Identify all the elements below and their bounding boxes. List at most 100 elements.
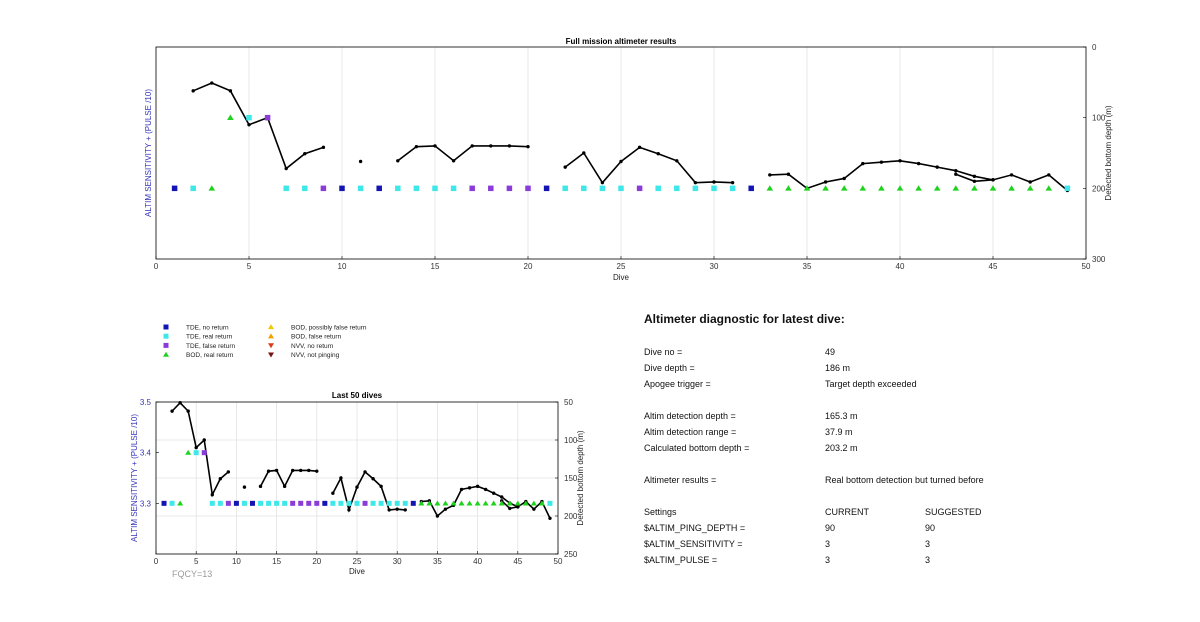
depth-line bbox=[564, 146, 733, 185]
dive-marker-bod-real-return bbox=[822, 185, 829, 191]
dive-marker-tde-real-return bbox=[190, 185, 196, 192]
x-tick-label: 35 bbox=[433, 557, 442, 566]
depth-point bbox=[290, 468, 295, 473]
y-left-tick-label: 3.3 bbox=[140, 499, 152, 508]
dive-marker-tde-real-return bbox=[217, 500, 223, 506]
bottom-chart-ylabel-right: Detected bottom depth (m) bbox=[576, 430, 585, 525]
depth-point bbox=[379, 484, 383, 489]
ping-depth-suggested: 90 bbox=[925, 523, 936, 533]
dive-marker-tde-no-return bbox=[322, 500, 328, 506]
depth-point bbox=[202, 438, 206, 442]
dive-marker-tde-false-return bbox=[290, 500, 296, 506]
dive-marker-tde-real-return bbox=[1064, 185, 1071, 192]
depth-point bbox=[414, 144, 419, 149]
dive-marker-bod-real-return bbox=[859, 185, 867, 191]
dive-marker-tde-real-return bbox=[302, 185, 308, 192]
x-tick-label: 40 bbox=[896, 262, 905, 271]
calc-depth-value: 203.2 m bbox=[825, 443, 858, 453]
dive-marker-tde-no-return bbox=[171, 185, 178, 192]
depth-point bbox=[191, 89, 195, 93]
dive-marker-tde-real-return bbox=[394, 500, 400, 506]
x-tick-label: 20 bbox=[312, 557, 321, 566]
dive-marker-tde-false-return bbox=[469, 185, 475, 192]
dive-marker-bod-real-return bbox=[933, 185, 941, 191]
det-depth-label: Altim detection depth = bbox=[644, 411, 736, 421]
y-right-tick-label: 100 bbox=[1092, 114, 1106, 123]
dive-marker-tde-no-return bbox=[249, 500, 255, 506]
suggested-label: SUGGESTED bbox=[925, 507, 982, 517]
depth-point bbox=[258, 484, 263, 489]
depth-point bbox=[861, 161, 865, 166]
depth-point bbox=[226, 470, 231, 474]
row-dive-no: Dive no = 49 bbox=[644, 344, 1164, 360]
depth-point bbox=[600, 180, 605, 185]
dive-marker-bod-real-return bbox=[915, 185, 922, 191]
depth-point bbox=[1047, 173, 1051, 177]
legend-label: TDE, false return bbox=[186, 343, 236, 350]
depth-point bbox=[218, 477, 223, 481]
top-chart: Full mission altimeter results Dive ALTI… bbox=[144, 37, 1113, 282]
diagnostic-panel: Altimeter diagnostic for latest dive: Di… bbox=[644, 312, 1164, 568]
dive-marker-bod-real-return bbox=[530, 500, 537, 506]
top-chart-depth-lines bbox=[191, 81, 1070, 193]
x-tick-label: 5 bbox=[194, 557, 199, 566]
dive-marker-tde-false-return bbox=[525, 185, 531, 192]
depth-point bbox=[507, 144, 512, 148]
legend-label: TDE, real return bbox=[186, 334, 233, 341]
row-results: Altimeter results = Real bottom detection… bbox=[644, 472, 1164, 488]
depth-point bbox=[548, 516, 552, 520]
depth-point bbox=[387, 508, 391, 512]
legend-marker-bod-real-return bbox=[163, 351, 169, 357]
ping-depth-current: 90 bbox=[825, 523, 836, 533]
depth-point bbox=[355, 485, 359, 489]
dive-marker-bod-real-return bbox=[185, 449, 192, 455]
row-calc-depth: Calculated bottom depth = 203.2 m bbox=[644, 440, 1164, 456]
dive-marker-bod-real-return bbox=[474, 500, 481, 506]
dive-marker-tde-real-return bbox=[258, 500, 264, 506]
y-left-tick-label: 3.4 bbox=[140, 449, 152, 458]
dive-marker-tde-real-return bbox=[618, 185, 624, 192]
depth-point bbox=[712, 180, 716, 184]
depth-point bbox=[532, 507, 536, 511]
pulse-label: $ALTIM_PULSE = bbox=[644, 555, 718, 565]
bottom-chart-xlabel: Dive bbox=[349, 567, 366, 576]
legend-marker-bod-possibly-false bbox=[268, 324, 274, 330]
depth-point bbox=[339, 476, 343, 480]
top-chart-ylabel-right: Detected bottom depth (m) bbox=[1104, 105, 1113, 200]
legend-label: BOD, false return bbox=[291, 334, 342, 341]
bottom-chart-markers bbox=[161, 449, 553, 506]
depth-point bbox=[693, 180, 698, 185]
top-chart-ylabel-left: ALTIM SENSITIVITY + (PULSE /10) bbox=[144, 89, 153, 217]
depth-point bbox=[443, 507, 448, 511]
bottom-chart-ylabel-left: ALTIM SENSITIVITY + (PULSE /10) bbox=[130, 414, 139, 542]
dive-marker-tde-real-return bbox=[354, 500, 360, 506]
depth-point bbox=[991, 178, 995, 182]
x-tick-label: 25 bbox=[353, 557, 362, 566]
dive-marker-bod-real-return bbox=[458, 500, 465, 506]
depth-point bbox=[582, 151, 586, 155]
top-chart-xticks: 0 5 10 15 20 25 30 35 40 45 50 bbox=[154, 256, 1091, 271]
dive-marker-bod-real-return bbox=[418, 500, 425, 506]
dive-marker-bod-real-return bbox=[498, 500, 505, 506]
dive-marker-tde-real-return bbox=[547, 500, 553, 506]
dive-marker-tde-real-return bbox=[729, 185, 736, 192]
dive-marker-bod-real-return bbox=[1008, 185, 1015, 191]
row-sensitivity: $ALTIM_SENSITIVITY = 3 3 bbox=[644, 536, 1164, 552]
apogee-value: Target depth exceeded bbox=[825, 379, 917, 389]
depth-point bbox=[1009, 173, 1014, 177]
x-tick-label: 0 bbox=[154, 262, 159, 271]
dive-marker-tde-false-return bbox=[298, 500, 304, 506]
depth-point bbox=[459, 487, 464, 492]
dive-marker-tde-real-return bbox=[432, 185, 438, 192]
dive-marker-bod-real-return bbox=[1026, 185, 1034, 191]
dive-marker-bod-real-return bbox=[506, 500, 513, 506]
dive-marker-bod-real-return bbox=[1045, 185, 1053, 191]
depth-point bbox=[1028, 180, 1032, 184]
depth-point bbox=[178, 401, 182, 405]
depth-point bbox=[916, 161, 921, 166]
depth-point bbox=[363, 470, 367, 474]
current-label: CURRENT bbox=[825, 507, 869, 517]
legend-marker-tde-false-return bbox=[163, 342, 169, 348]
dive-marker-tde-real-return bbox=[246, 114, 252, 121]
